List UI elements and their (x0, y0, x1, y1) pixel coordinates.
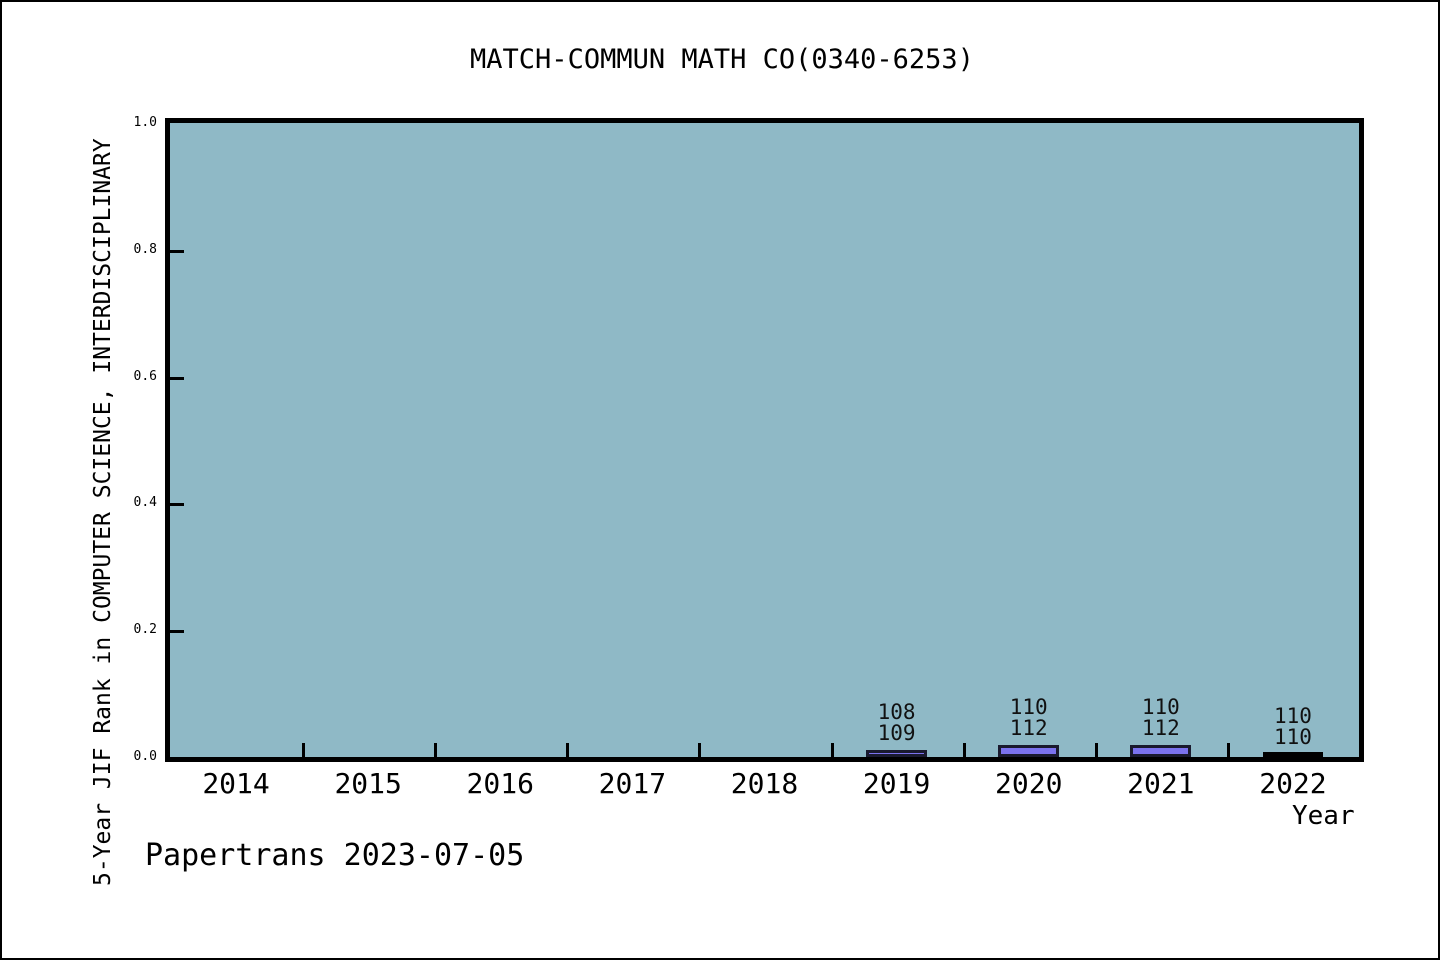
bar-value-label-top-2022: 110 (1273, 704, 1312, 728)
bar-2022[interactable] (1262, 752, 1324, 757)
y-axis-label-container: 5-Year JIF Rank in COMPUTER SCIENCE, INT… (2, 2, 122, 958)
x-axis-tick-label-2022: 2022 (1259, 767, 1327, 800)
bar-value-label-bottom-2020: 112 (1009, 715, 1048, 740)
chart-title: MATCH-COMMUN MATH CO(0340-6253) (470, 44, 974, 75)
bar-value-label-bottom-2019: 109 (877, 721, 916, 746)
x-axis-tick-label-2021: 2021 (1127, 767, 1195, 800)
x-axis-tick-label-2019: 2019 (862, 767, 931, 800)
bar-value-label-bottom-2021: 112 (1141, 715, 1180, 740)
bar-value-label-top-2020: 110 (1009, 694, 1048, 719)
x-axis-tick-label-2015: 2015 (334, 767, 402, 800)
x-axis-tick-5 (830, 743, 834, 757)
bar-value-label-2020: 110 112 (954, 694, 1104, 740)
y-axis-tick-label-0.2: 0.2 (133, 622, 157, 638)
x-axis-tick-7 (1094, 743, 1098, 757)
bar-2021[interactable] (1130, 744, 1192, 757)
plot-area (165, 118, 1364, 762)
y-axis-tick-0.6 (170, 376, 184, 380)
x-axis-tick-label-2020: 2020 (995, 767, 1063, 800)
footer-annotation: Papertrans 2023-07-05 (145, 838, 525, 873)
bar-2019[interactable] (866, 750, 927, 757)
x-axis-tick-1 (302, 743, 306, 757)
y-axis-tick-label-0.4: 0.4 (133, 495, 157, 511)
x-axis-tick-3 (566, 743, 570, 757)
x-axis-tick-label-2014: 2014 (202, 767, 270, 800)
y-axis-tick-label-0.0: 0.0 (133, 749, 157, 764)
x-axis-label: Year (1292, 801, 1355, 831)
y-axis-tick-0.4 (170, 503, 184, 507)
bar-value-label-2021: 110 112 (1086, 694, 1236, 740)
y-axis-tick-label-1.0: 1.0 (133, 115, 157, 130)
x-axis-tick-label-2018: 2018 (730, 767, 799, 800)
y-axis-tick-label-0.6: 0.6 (133, 368, 157, 384)
plot-inner (170, 123, 1359, 757)
x-axis-tick-6 (962, 743, 966, 757)
x-axis-tick-label-2017: 2017 (598, 767, 667, 800)
y-axis-tick-label-0.8: 0.8 (133, 241, 157, 257)
y-axis-tick-0.8 (170, 249, 184, 253)
bar-value-label-top-2021: 110 (1141, 694, 1180, 719)
bar-value-label-2019: 108 109 (822, 702, 972, 744)
bar-2020[interactable] (998, 744, 1060, 757)
x-axis-tick-4 (698, 743, 702, 757)
bar-value-label-2022: 110 110 (1218, 706, 1368, 748)
bar-value-label-top-2019: 108 (877, 700, 916, 725)
y-axis-tick-0.2 (170, 630, 184, 634)
x-axis-tick-2 (434, 743, 438, 757)
x-axis-tick-label-2016: 2016 (466, 767, 534, 800)
x-axis-tick-8 (1226, 743, 1230, 757)
bar-value-label-bottom-2022: 110 (1273, 725, 1312, 749)
